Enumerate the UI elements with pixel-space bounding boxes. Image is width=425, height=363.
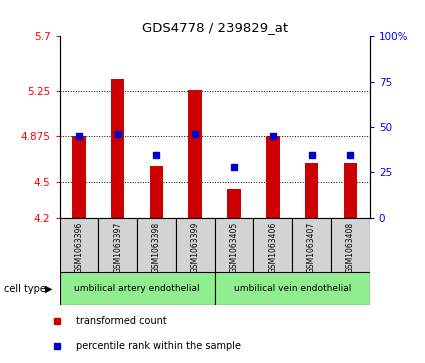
Bar [60, 272, 215, 305]
Bar [111, 79, 125, 218]
Bar [150, 166, 163, 218]
Text: GSM1063405: GSM1063405 [230, 222, 238, 273]
Text: GSM1063406: GSM1063406 [268, 222, 277, 273]
Bar [176, 218, 215, 272]
Text: GSM1063407: GSM1063407 [307, 222, 316, 273]
Title: GDS4778 / 239829_at: GDS4778 / 239829_at [142, 21, 288, 34]
Bar [60, 218, 98, 272]
Text: cell type: cell type [4, 284, 46, 294]
Text: umbilical vein endothelial: umbilical vein endothelial [233, 284, 351, 293]
Text: transformed count: transformed count [76, 316, 167, 326]
Bar [215, 218, 253, 272]
Bar [215, 272, 370, 305]
Text: GSM1063396: GSM1063396 [74, 222, 83, 273]
Bar [137, 218, 176, 272]
Bar [266, 136, 280, 218]
Bar [98, 218, 137, 272]
Text: ▶: ▶ [45, 284, 53, 294]
Bar [227, 189, 241, 218]
Text: percentile rank within the sample: percentile rank within the sample [76, 340, 241, 351]
Bar [253, 218, 292, 272]
Text: GSM1063399: GSM1063399 [191, 222, 200, 273]
Bar [188, 90, 202, 218]
Text: umbilical artery endothelial: umbilical artery endothelial [74, 284, 200, 293]
Text: GSM1063408: GSM1063408 [346, 222, 355, 273]
Bar [331, 218, 370, 272]
Bar [292, 218, 331, 272]
Bar [343, 163, 357, 218]
Bar [72, 136, 86, 218]
Text: GSM1063397: GSM1063397 [113, 222, 122, 273]
Text: GSM1063398: GSM1063398 [152, 222, 161, 273]
Bar [305, 163, 318, 218]
